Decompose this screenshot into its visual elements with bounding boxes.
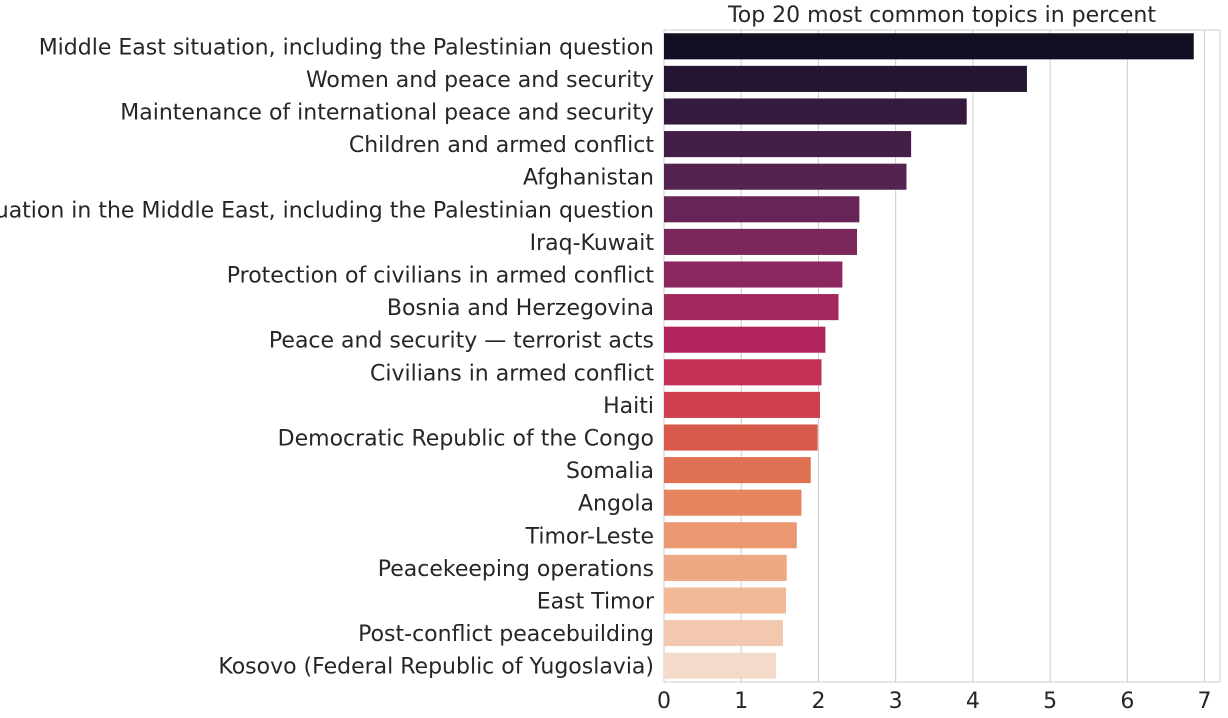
category-label: Haiti — [603, 394, 654, 419]
category-label: Angola — [578, 492, 654, 517]
plot-frame — [663, 29, 1221, 683]
x-tick-label: 0 — [657, 689, 671, 714]
bar — [664, 489, 802, 516]
x-tick-label: 1 — [734, 689, 748, 714]
x-tick-labels: 0 1 2 3 4 5 6 7 — [657, 689, 1212, 714]
category-label: The situation in the Middle East, includ… — [0, 198, 654, 223]
chart-title: Top 20 most common topics in percent — [727, 3, 1156, 28]
bar — [664, 554, 787, 581]
x-tick-label: 2 — [811, 689, 825, 714]
bar — [664, 587, 787, 614]
category-label: Kosovo (Federal Republic of Yugoslavia) — [218, 655, 654, 680]
bar — [664, 33, 1194, 60]
bar — [664, 391, 820, 418]
bar — [664, 228, 858, 255]
bar — [664, 196, 860, 223]
category-label: East Timor — [537, 590, 655, 615]
category-label: Democratic Republic of the Congo — [278, 427, 654, 452]
category-labels: Middle East situation, including the Pal… — [0, 35, 655, 679]
bar — [664, 131, 912, 158]
x-tick-label: 5 — [1043, 689, 1057, 714]
category-label: Afghanistan — [523, 166, 654, 191]
x-tick-label: 3 — [889, 689, 903, 714]
bar — [664, 163, 907, 190]
bar — [664, 620, 783, 647]
bar — [664, 294, 839, 321]
category-label: Bosnia and Herzegovina — [387, 296, 654, 321]
category-label: Peace and security — terrorist acts — [269, 329, 654, 354]
bars — [664, 33, 1194, 679]
category-label: Post-conflict peacebuilding — [358, 622, 654, 647]
bar — [664, 261, 843, 288]
bar — [664, 424, 818, 451]
x-tick-label: 7 — [1198, 689, 1212, 714]
category-label: Timor-Leste — [525, 524, 654, 549]
category-label: Somalia — [566, 459, 654, 484]
category-label: Maintenance of international peace and s… — [120, 101, 654, 126]
bar — [664, 98, 967, 125]
category-label: Peacekeeping operations — [378, 557, 654, 582]
category-label: Middle East situation, including the Pal… — [39, 35, 654, 60]
category-label: Children and armed conflict — [349, 133, 655, 158]
category-label: Civilians in armed conflict — [370, 361, 654, 386]
bar — [664, 652, 776, 679]
x-tick-label: 4 — [966, 689, 980, 714]
category-label: Protection of civilians in armed conflic… — [227, 264, 655, 289]
bar — [664, 65, 1027, 92]
bar — [664, 522, 797, 549]
bar — [664, 326, 826, 353]
category-label: Women and peace and security — [306, 68, 654, 93]
grid-lines — [663, 30, 1206, 682]
category-label: Iraq-Kuwait — [530, 231, 655, 256]
x-tick-label: 6 — [1120, 689, 1134, 714]
bar — [664, 359, 822, 386]
bar — [664, 457, 811, 484]
